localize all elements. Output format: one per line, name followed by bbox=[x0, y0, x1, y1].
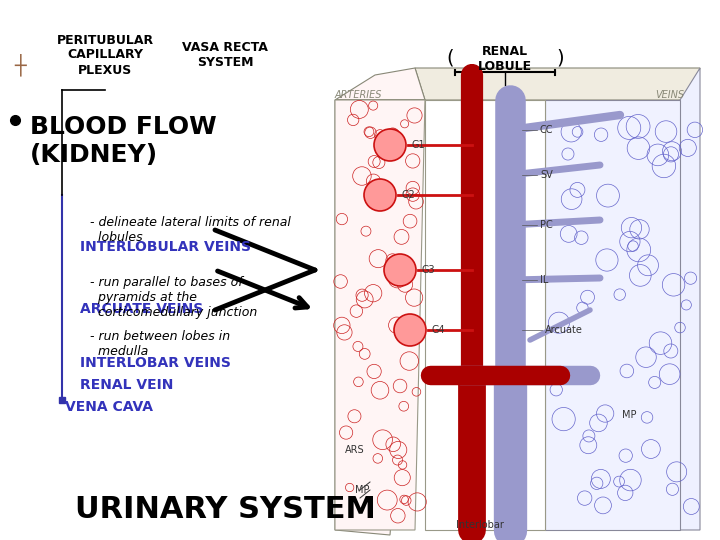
Text: CC: CC bbox=[540, 125, 554, 135]
Text: MP: MP bbox=[355, 485, 369, 495]
Text: (: ( bbox=[446, 49, 454, 68]
Circle shape bbox=[374, 129, 406, 161]
Text: VEINS: VEINS bbox=[655, 90, 684, 100]
Text: IL: IL bbox=[540, 275, 549, 285]
Text: - run parallel to bases of
  pyramids at the
  corticomedullary junction: - run parallel to bases of pyramids at t… bbox=[90, 276, 257, 319]
Text: SV: SV bbox=[540, 170, 553, 180]
Text: ARCUATE VEINS: ARCUATE VEINS bbox=[80, 302, 203, 316]
Text: - delineate lateral limits of renal
  lobules: - delineate lateral limits of renal lobu… bbox=[90, 216, 291, 244]
Text: G1: G1 bbox=[412, 140, 426, 150]
Text: Interlobar: Interlobar bbox=[456, 520, 504, 530]
Polygon shape bbox=[680, 68, 700, 530]
Polygon shape bbox=[335, 100, 425, 530]
Circle shape bbox=[364, 179, 396, 211]
Polygon shape bbox=[415, 68, 700, 100]
Polygon shape bbox=[425, 100, 545, 530]
Text: URINARY SYSTEM: URINARY SYSTEM bbox=[75, 496, 376, 524]
Circle shape bbox=[384, 254, 416, 286]
Text: ARTERIES: ARTERIES bbox=[335, 90, 382, 100]
Text: ): ) bbox=[556, 49, 564, 68]
Text: PERITUBULAR
CAPILLARY
PLEXUS: PERITUBULAR CAPILLARY PLEXUS bbox=[56, 33, 153, 77]
Text: ┼: ┼ bbox=[14, 53, 26, 76]
Polygon shape bbox=[335, 68, 425, 535]
Text: RENAL
LOBULE: RENAL LOBULE bbox=[478, 45, 532, 73]
Text: G4: G4 bbox=[432, 325, 446, 335]
Text: G3: G3 bbox=[422, 265, 436, 275]
Text: MP: MP bbox=[622, 410, 636, 420]
Text: BLOOD FLOW
(KIDNEY): BLOOD FLOW (KIDNEY) bbox=[30, 115, 217, 167]
Text: ARS: ARS bbox=[345, 445, 364, 455]
Text: VENA CAVA: VENA CAVA bbox=[65, 400, 153, 414]
Text: Arcuate: Arcuate bbox=[545, 325, 583, 335]
Circle shape bbox=[394, 314, 426, 346]
Text: INTERLOBULAR VEINS: INTERLOBULAR VEINS bbox=[80, 240, 251, 254]
Text: PC: PC bbox=[540, 220, 553, 230]
Text: INTERLOBAR VEINS: INTERLOBAR VEINS bbox=[80, 356, 231, 370]
Text: G2: G2 bbox=[402, 190, 415, 200]
Text: - run between lobes in
  medulla: - run between lobes in medulla bbox=[90, 330, 230, 358]
Text: RENAL VEIN: RENAL VEIN bbox=[80, 378, 174, 392]
Text: VASA RECTA
SYSTEM: VASA RECTA SYSTEM bbox=[182, 41, 268, 69]
Polygon shape bbox=[545, 100, 680, 530]
